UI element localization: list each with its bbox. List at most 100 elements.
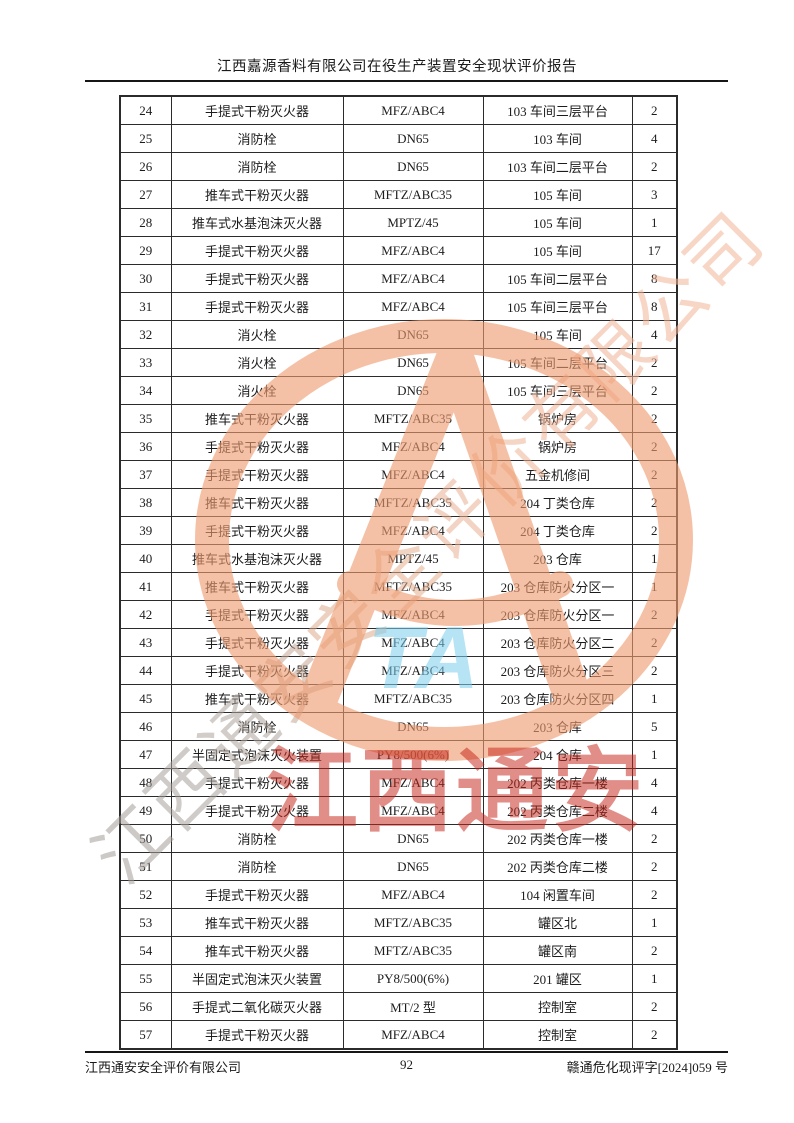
table-cell: 手提式干粉灭火器 [170, 236, 344, 265]
table-cell: 推车式水基泡沫灭火器 [170, 544, 344, 573]
table-cell: MFZ/ABC4 [342, 236, 484, 265]
table-cell: 105 车间三层平台 [482, 292, 633, 321]
table-cell: 48 [119, 768, 172, 797]
table-cell: 罐区南 [482, 936, 633, 965]
table-cell: MFZ/ABC4 [342, 880, 484, 909]
table-cell: 手提式干粉灭火器 [170, 264, 344, 293]
table-row: 37 手提式干粉灭火器 MFZ/ABC4 五金机修间 2 [119, 460, 678, 489]
table-cell: 5 [631, 712, 678, 741]
table-cell: 203 仓库 [482, 544, 633, 573]
table-cell: 推车式干粉灭火器 [170, 936, 344, 965]
table-cell: 半固定式泡沫灭火装置 [170, 740, 344, 769]
table-cell: 2 [631, 656, 678, 685]
table-cell: 40 [119, 544, 172, 573]
table-cell: 37 [119, 460, 172, 489]
table-cell: 消防栓 [170, 712, 344, 741]
table-cell: 103 车间三层平台 [482, 95, 633, 125]
table-cell: 2 [631, 460, 678, 489]
table-cell: 2 [631, 600, 678, 629]
table-cell: MFZ/ABC4 [342, 264, 484, 293]
table-cell: MFTZ/ABC35 [342, 488, 484, 517]
table-cell: 55 [119, 964, 172, 993]
table-row: 43 手提式干粉灭火器 MFZ/ABC4 203 仓库防火分区二 2 [119, 628, 678, 657]
table-cell: 手提式干粉灭火器 [170, 628, 344, 657]
table-cell: 2 [631, 376, 678, 405]
table-row: 48 手提式干粉灭火器 MFZ/ABC4 202 丙类仓库一楼 4 [119, 768, 678, 797]
table-cell: 推车式干粉灭火器 [170, 404, 344, 433]
table-cell: 43 [119, 628, 172, 657]
table-cell: 105 车间二层平台 [482, 264, 633, 293]
table-cell: 手提式干粉灭火器 [170, 796, 344, 825]
table-row: 29 手提式干粉灭火器 MFZ/ABC4 105 车间 17 [119, 236, 678, 265]
table-cell: MPTZ/45 [342, 544, 484, 573]
table-cell: DN65 [342, 124, 484, 153]
table-cell: DN65 [342, 376, 484, 405]
table-cell: 消火栓 [170, 348, 344, 377]
table-cell: DN65 [342, 320, 484, 349]
table-cell: 手提式干粉灭火器 [170, 768, 344, 797]
table-cell: 锅炉房 [482, 404, 633, 433]
table-cell: 消防栓 [170, 852, 344, 881]
table-cell: MFTZ/ABC35 [342, 936, 484, 965]
table-row: 41 推车式干粉灭火器 MFTZ/ABC35 203 仓库防火分区一 1 [119, 572, 678, 601]
table-cell: 手提式干粉灭火器 [170, 880, 344, 909]
table-cell: 2 [631, 516, 678, 545]
table-cell: MPTZ/45 [342, 208, 484, 237]
table-row: 47 半固定式泡沫灭火装置 PY8/500(6%) 204 仓库 1 [119, 740, 678, 769]
table-cell: 45 [119, 684, 172, 713]
table-cell: 2 [631, 852, 678, 881]
table-cell: 29 [119, 236, 172, 265]
header-divider [85, 80, 728, 82]
table-cell: 103 车间 [482, 124, 633, 153]
table-cell: 32 [119, 320, 172, 349]
table-cell: 36 [119, 432, 172, 461]
table-row: 32 消火栓 DN65 105 车间 4 [119, 320, 678, 349]
table-cell: 手提式干粉灭火器 [170, 516, 344, 545]
table-cell: 3 [631, 180, 678, 209]
table-cell: 手提式干粉灭火器 [170, 292, 344, 321]
table-row: 39 手提式干粉灭火器 MFZ/ABC4 204 丁类仓库 2 [119, 516, 678, 545]
table-cell: 46 [119, 712, 172, 741]
table-cell: 推车式干粉灭火器 [170, 908, 344, 937]
table-row: 52 手提式干粉灭火器 MFZ/ABC4 104 闲置车间 2 [119, 880, 678, 909]
table-cell: 1 [631, 684, 678, 713]
table-cell: 41 [119, 572, 172, 601]
table-cell: 1 [631, 544, 678, 573]
table-cell: 203 仓库防火分区四 [482, 684, 633, 713]
table-row: 40 推车式水基泡沫灭火器 MPTZ/45 203 仓库 1 [119, 544, 678, 573]
table-row: 57 手提式干粉灭火器 MFZ/ABC4 控制室 2 [119, 1020, 678, 1050]
table-cell: 1 [631, 908, 678, 937]
table-cell: 2 [631, 936, 678, 965]
table-row: 38 推车式干粉灭火器 MFTZ/ABC35 204 丁类仓库 2 [119, 488, 678, 517]
table-cell: 五金机修间 [482, 460, 633, 489]
footer-divider [85, 1051, 728, 1053]
table-cell: 38 [119, 488, 172, 517]
table-cell: 控制室 [482, 1020, 633, 1050]
table-cell: 54 [119, 936, 172, 965]
table-cell: 25 [119, 124, 172, 153]
table-cell: 控制室 [482, 992, 633, 1021]
table-cell: 56 [119, 992, 172, 1021]
table-row: 33 消火栓 DN65 105 车间二层平台 2 [119, 348, 678, 377]
table-cell: 50 [119, 824, 172, 853]
fire-equipment-table: 24 手提式干粉灭火器 MFZ/ABC4 103 车间三层平台 2 25 消防栓 DN65 10… [119, 95, 678, 1050]
table-cell: 8 [631, 292, 678, 321]
table-cell: 204 丁类仓库 [482, 516, 633, 545]
footer-doc-number: 赣通危化现评字[2024]059 号 [566, 1060, 728, 1075]
table-cell: 1 [631, 572, 678, 601]
table-cell: 1 [631, 208, 678, 237]
table-cell: 28 [119, 208, 172, 237]
watermark-char: 司 [670, 197, 781, 308]
footer: 江西通安安全评价有限公司 92 赣通危化现评字[2024]059 号 [85, 1057, 728, 1076]
table-cell: MFZ/ABC4 [342, 628, 484, 657]
table-cell: 105 车间 [482, 320, 633, 349]
table-cell: 消防栓 [170, 824, 344, 853]
table-cell: 推车式水基泡沫灭火器 [170, 208, 344, 237]
table-cell: 消防栓 [170, 152, 344, 181]
table-cell: DN65 [342, 348, 484, 377]
table-cell: MFTZ/ABC35 [342, 684, 484, 713]
table-cell: 203 仓库防火分区二 [482, 628, 633, 657]
table-row: 30 手提式干粉灭火器 MFZ/ABC4 105 车间二层平台 8 [119, 264, 678, 293]
footer-page-number: 92 [399, 1057, 413, 1072]
table-cell: 30 [119, 264, 172, 293]
